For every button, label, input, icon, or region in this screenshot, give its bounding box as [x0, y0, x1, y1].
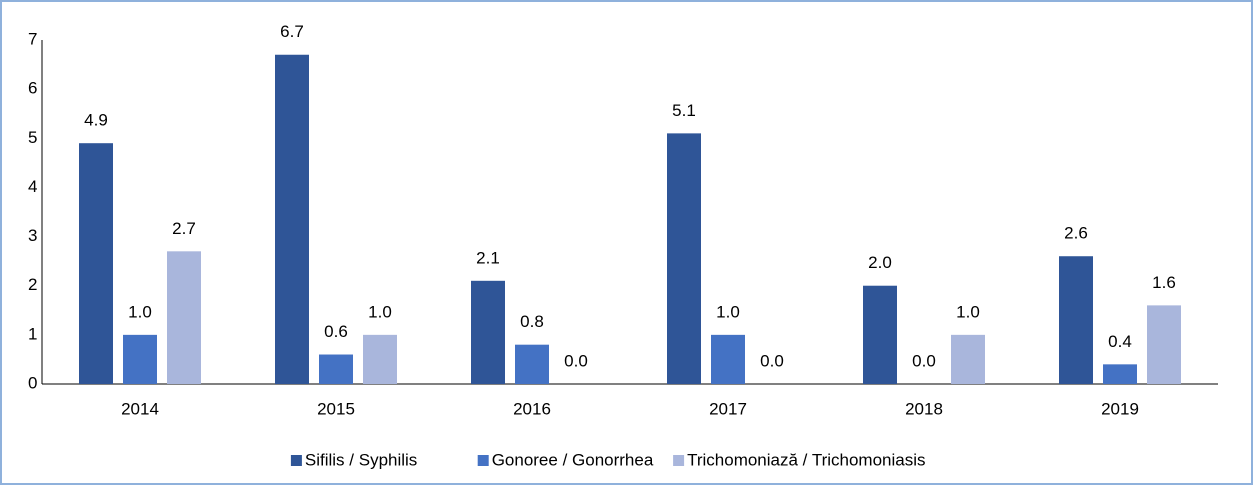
value-label: 1.0 [956, 302, 980, 321]
y-tick-label: 5 [28, 128, 37, 147]
value-label: 0.0 [564, 351, 588, 370]
legend-label: Trichomoniază / Trichomoniasis [687, 450, 925, 469]
value-label: 0.4 [1108, 332, 1132, 351]
value-label: 0.8 [520, 312, 544, 331]
bar [363, 334, 397, 384]
y-tick-label: 6 [28, 79, 37, 98]
bar [515, 344, 549, 384]
value-label: 1.0 [368, 302, 392, 321]
value-label: 0.0 [760, 351, 784, 370]
y-tick-label: 4 [28, 177, 37, 196]
value-label: 6.7 [280, 22, 304, 41]
value-label: 2.7 [172, 219, 196, 238]
value-label: 0.0 [912, 351, 936, 370]
value-label: 4.9 [84, 111, 108, 130]
bar [319, 354, 353, 384]
y-tick-label: 2 [28, 275, 37, 294]
x-tick-label: 2016 [513, 399, 551, 418]
value-label: 1.6 [1152, 273, 1176, 292]
bar [667, 133, 701, 384]
value-label: 2.0 [868, 253, 892, 272]
y-tick-label: 0 [28, 373, 37, 392]
value-label: 5.1 [672, 101, 696, 120]
bar [167, 251, 201, 384]
x-tick-label: 2019 [1101, 399, 1139, 418]
bar [1103, 364, 1137, 384]
y-tick-label: 1 [28, 324, 37, 343]
bar [275, 54, 309, 384]
x-tick-label: 2017 [709, 399, 747, 418]
bar [79, 143, 113, 384]
x-tick-label: 2014 [121, 399, 159, 418]
bar [1147, 305, 1181, 384]
legend-swatch [673, 455, 685, 466]
bar [123, 334, 157, 384]
legend-label: Gonoree / Gonorrhea [492, 450, 654, 469]
bar [711, 334, 745, 384]
bar [1059, 256, 1093, 384]
legend-swatch [477, 455, 489, 466]
y-tick-label: 3 [28, 226, 37, 245]
legend-label: Sifilis / Syphilis [305, 450, 417, 469]
bar [863, 285, 897, 384]
value-label: 1.0 [716, 302, 740, 321]
value-label: 2.6 [1064, 224, 1088, 243]
value-label: 1.0 [128, 302, 152, 321]
legend-swatch [290, 455, 302, 466]
bar [951, 334, 985, 384]
x-tick-label: 2018 [905, 399, 943, 418]
value-label: 2.1 [476, 248, 500, 267]
value-label: 0.6 [324, 322, 348, 341]
bar [471, 280, 505, 384]
y-tick-label: 7 [28, 29, 37, 48]
x-tick-label: 2015 [317, 399, 355, 418]
